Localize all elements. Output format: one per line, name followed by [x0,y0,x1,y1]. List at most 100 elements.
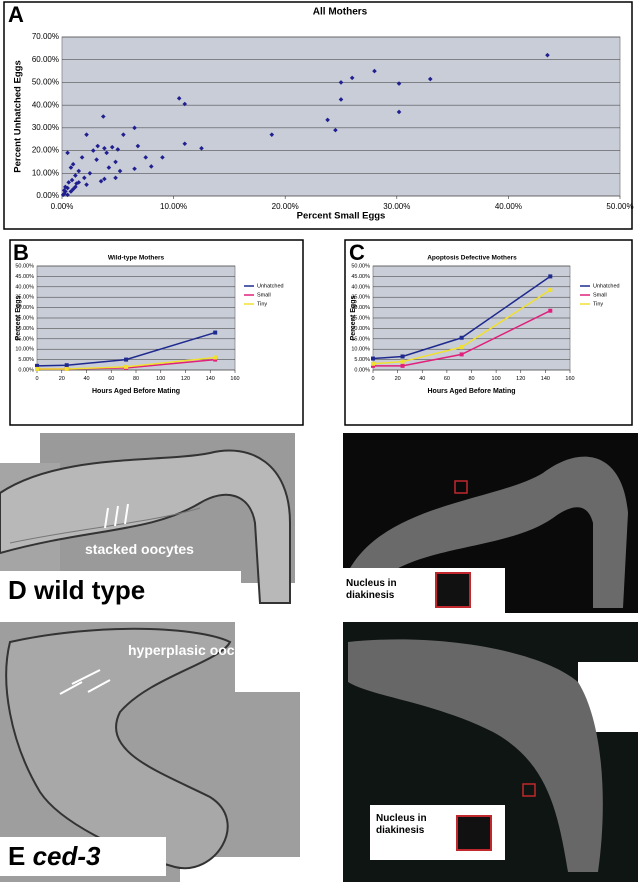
point [69,177,75,183]
legend-label: Tiny [593,301,603,307]
point [160,155,165,160]
point [132,125,137,131]
point [109,144,115,150]
y-tick-label: 35.00% [351,295,370,301]
point [65,192,70,198]
point [100,114,106,119]
point [176,96,182,101]
outline [9,507,201,544]
point [94,157,99,162]
worm-dic [0,622,300,882]
point [269,132,275,137]
x-tick-label: 10.00% [160,202,187,211]
y-tick-label: 30.00% [351,305,370,311]
x-tick-label: 140 [541,376,550,382]
y-tick-label: 70.00% [32,32,59,41]
y-tick-label: 10.00% [351,347,370,353]
arrow [87,679,111,693]
point [70,161,76,167]
y-tick-label: 50.00% [351,263,370,269]
point [396,109,402,115]
point [98,178,104,184]
point [338,80,344,85]
y-tick-label: 60.00% [32,55,59,64]
x-axis-label: Percent Small Eggs [297,211,386,222]
legend-label: Small [257,292,271,298]
point [349,75,355,81]
point [68,165,74,170]
x-tick-label: 50.00% [606,202,633,211]
point [121,132,126,137]
marker [459,335,464,340]
x-tick-label: 100 [156,376,165,382]
point [82,175,87,181]
panel-letter: A [8,2,24,27]
point [545,52,550,58]
caption: E ced-3 [0,837,166,876]
point [117,168,123,174]
inset: Nucleus in diakinesis [370,805,505,860]
point [182,141,188,147]
y-tick-label: 15.00% [351,336,370,342]
point [65,150,70,156]
image [0,622,300,882]
point [84,132,89,137]
point [104,150,109,156]
x-tick-label: 0 [35,376,38,382]
y-tick-label: 40.00% [32,100,59,109]
inset-box [454,480,468,494]
y-tick-label: 5.00% [354,357,370,363]
point [87,170,93,176]
marker [371,361,375,366]
marker [548,287,553,292]
x-tick-label: 160 [230,376,239,382]
panel-letter: C [349,240,365,265]
marker [35,366,39,371]
point [90,148,96,153]
inset-label: Nucleus in diakinesis [346,578,397,601]
chart-title: Wild-type Mothers [108,255,165,262]
inset: Nucleus in diakinesis [340,568,505,613]
legend-label: Unhatched [257,283,284,289]
worm-fluorescence [348,639,638,872]
x-tick-label: 20 [395,376,401,382]
y-tick-label: 20.00% [351,326,370,332]
y-tick-label: 40.00% [351,284,370,290]
plot-area [61,36,621,197]
worm [343,456,628,608]
y-tick-label: 30.00% [32,123,59,132]
y-tick-label: 40.00% [15,284,34,290]
point [73,173,78,178]
x-tick-label: 80 [468,376,474,382]
point [65,185,70,191]
line [36,331,216,367]
caption: D wild type [0,571,241,610]
caption-text: ced-3 [32,841,101,871]
marker [548,308,553,313]
y-tick-label: 20.00% [32,146,59,155]
x-tick-label: 60 [444,376,450,382]
marker [371,356,375,361]
point [113,175,118,181]
annotation: stacked oocytes [85,541,194,557]
arrow [114,505,119,527]
marker [400,363,405,368]
point [427,76,433,82]
point [60,192,66,198]
marker [371,363,375,368]
point [63,184,68,190]
marker [213,355,218,360]
point [102,146,107,151]
x-tick-label: 40.00% [495,202,522,211]
point [76,168,82,174]
marker [124,357,129,362]
y-tick-label: 35.00% [15,295,34,301]
x-tick-label: 40 [419,376,425,382]
marker [400,359,405,364]
point [135,143,141,149]
y-tick-label: 25.00% [351,315,370,321]
x-tick-label: 140 [206,376,215,382]
x-tick-label: 120 [181,376,190,382]
panel-frame [344,239,633,426]
y-tick-label: 15.00% [15,336,34,342]
